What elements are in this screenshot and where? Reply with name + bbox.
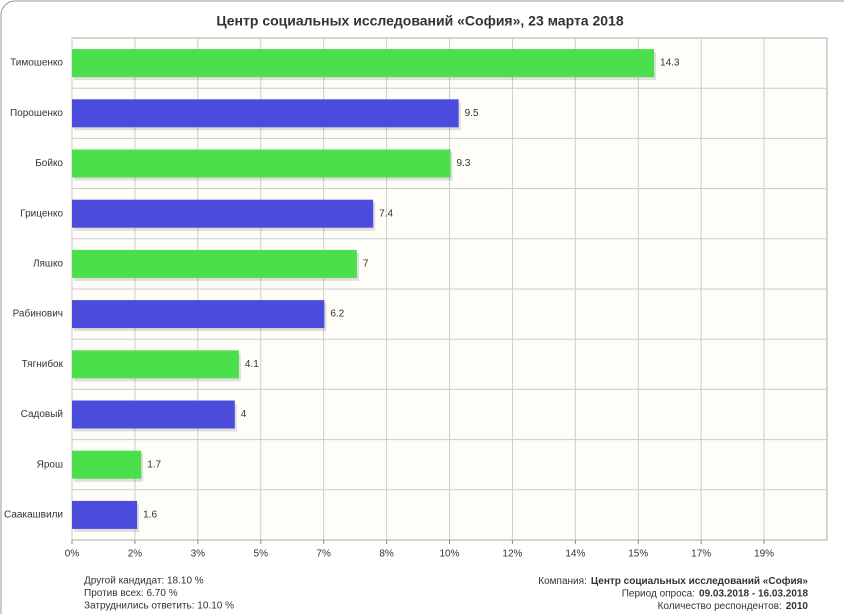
x-tick-label: 15%: [628, 549, 648, 560]
bar: [72, 350, 239, 379]
x-tick-label: 12%: [502, 549, 522, 560]
note: Компания: Центр социальных исследований «…: [538, 575, 808, 587]
value-label: 9.5: [465, 108, 479, 119]
value-label: 7.4: [379, 208, 393, 219]
note-value: 2010: [786, 601, 809, 612]
note: Количество респондентов: 2010: [658, 601, 809, 612]
x-tick-label: 0%: [65, 549, 80, 560]
x-tick-label: 14%: [565, 549, 585, 560]
value-label: 4.1: [245, 359, 259, 370]
value-label: 7: [363, 259, 369, 270]
x-tick-label: 5%: [254, 549, 269, 560]
bar: [72, 99, 459, 128]
x-tick-label: 8%: [379, 549, 394, 560]
bar: [72, 400, 235, 429]
note-value: Центр социальных исследований «София»: [591, 575, 809, 587]
y-tick-label: Тягнибок: [22, 358, 64, 370]
x-tick-label: 19%: [754, 549, 774, 560]
x-tick-label: 17%: [691, 549, 711, 560]
note-label: Компания:: [538, 576, 587, 587]
note: Период опроса: 09.03.2018 - 16.03.2018: [622, 588, 809, 599]
value-label: 9.3: [457, 158, 471, 169]
x-tick-label: 3%: [191, 549, 206, 560]
bar: [72, 49, 655, 78]
value-label: 4: [241, 409, 247, 420]
value-label: 6.2: [330, 309, 344, 320]
bar: [72, 450, 142, 479]
bar: [72, 500, 138, 529]
y-tick-label: Гриценко: [20, 208, 63, 219]
y-tick-label: Садовый: [21, 409, 63, 420]
note-label: Количество респондентов:: [658, 601, 782, 612]
note-value: 09.03.2018 - 16.03.2018: [699, 588, 808, 599]
chart-title: Центр социальных исследований «София», 2…: [216, 13, 623, 29]
bar: [72, 149, 451, 178]
value-label: 14.3: [660, 58, 680, 69]
y-tick-label: Тимошенко: [10, 58, 63, 69]
value-label: 1.6: [143, 510, 157, 521]
bar: [72, 249, 357, 278]
y-tick-label: Рабинович: [13, 308, 63, 320]
x-tick-label: 2%: [128, 549, 143, 560]
bar: [72, 199, 374, 228]
value-label: 1.7: [147, 459, 161, 470]
note: Против всех: 6.70 %: [84, 588, 178, 599]
y-tick-label: Саакашвили: [4, 510, 63, 521]
note: Другой кандидат: 18.10 %: [84, 576, 204, 587]
x-tick-label: 7%: [316, 549, 331, 560]
y-tick-label: Ляшко: [33, 259, 63, 270]
y-tick-label: Бойко: [35, 158, 63, 169]
note-label: Период опроса:: [622, 588, 695, 599]
x-tick-label: 10%: [439, 549, 459, 560]
y-tick-label: Ярош: [37, 459, 63, 470]
note: Затруднились ответить: 10.10 %: [84, 601, 234, 612]
bar: [72, 300, 325, 329]
y-tick-label: Порошенко: [10, 108, 63, 119]
